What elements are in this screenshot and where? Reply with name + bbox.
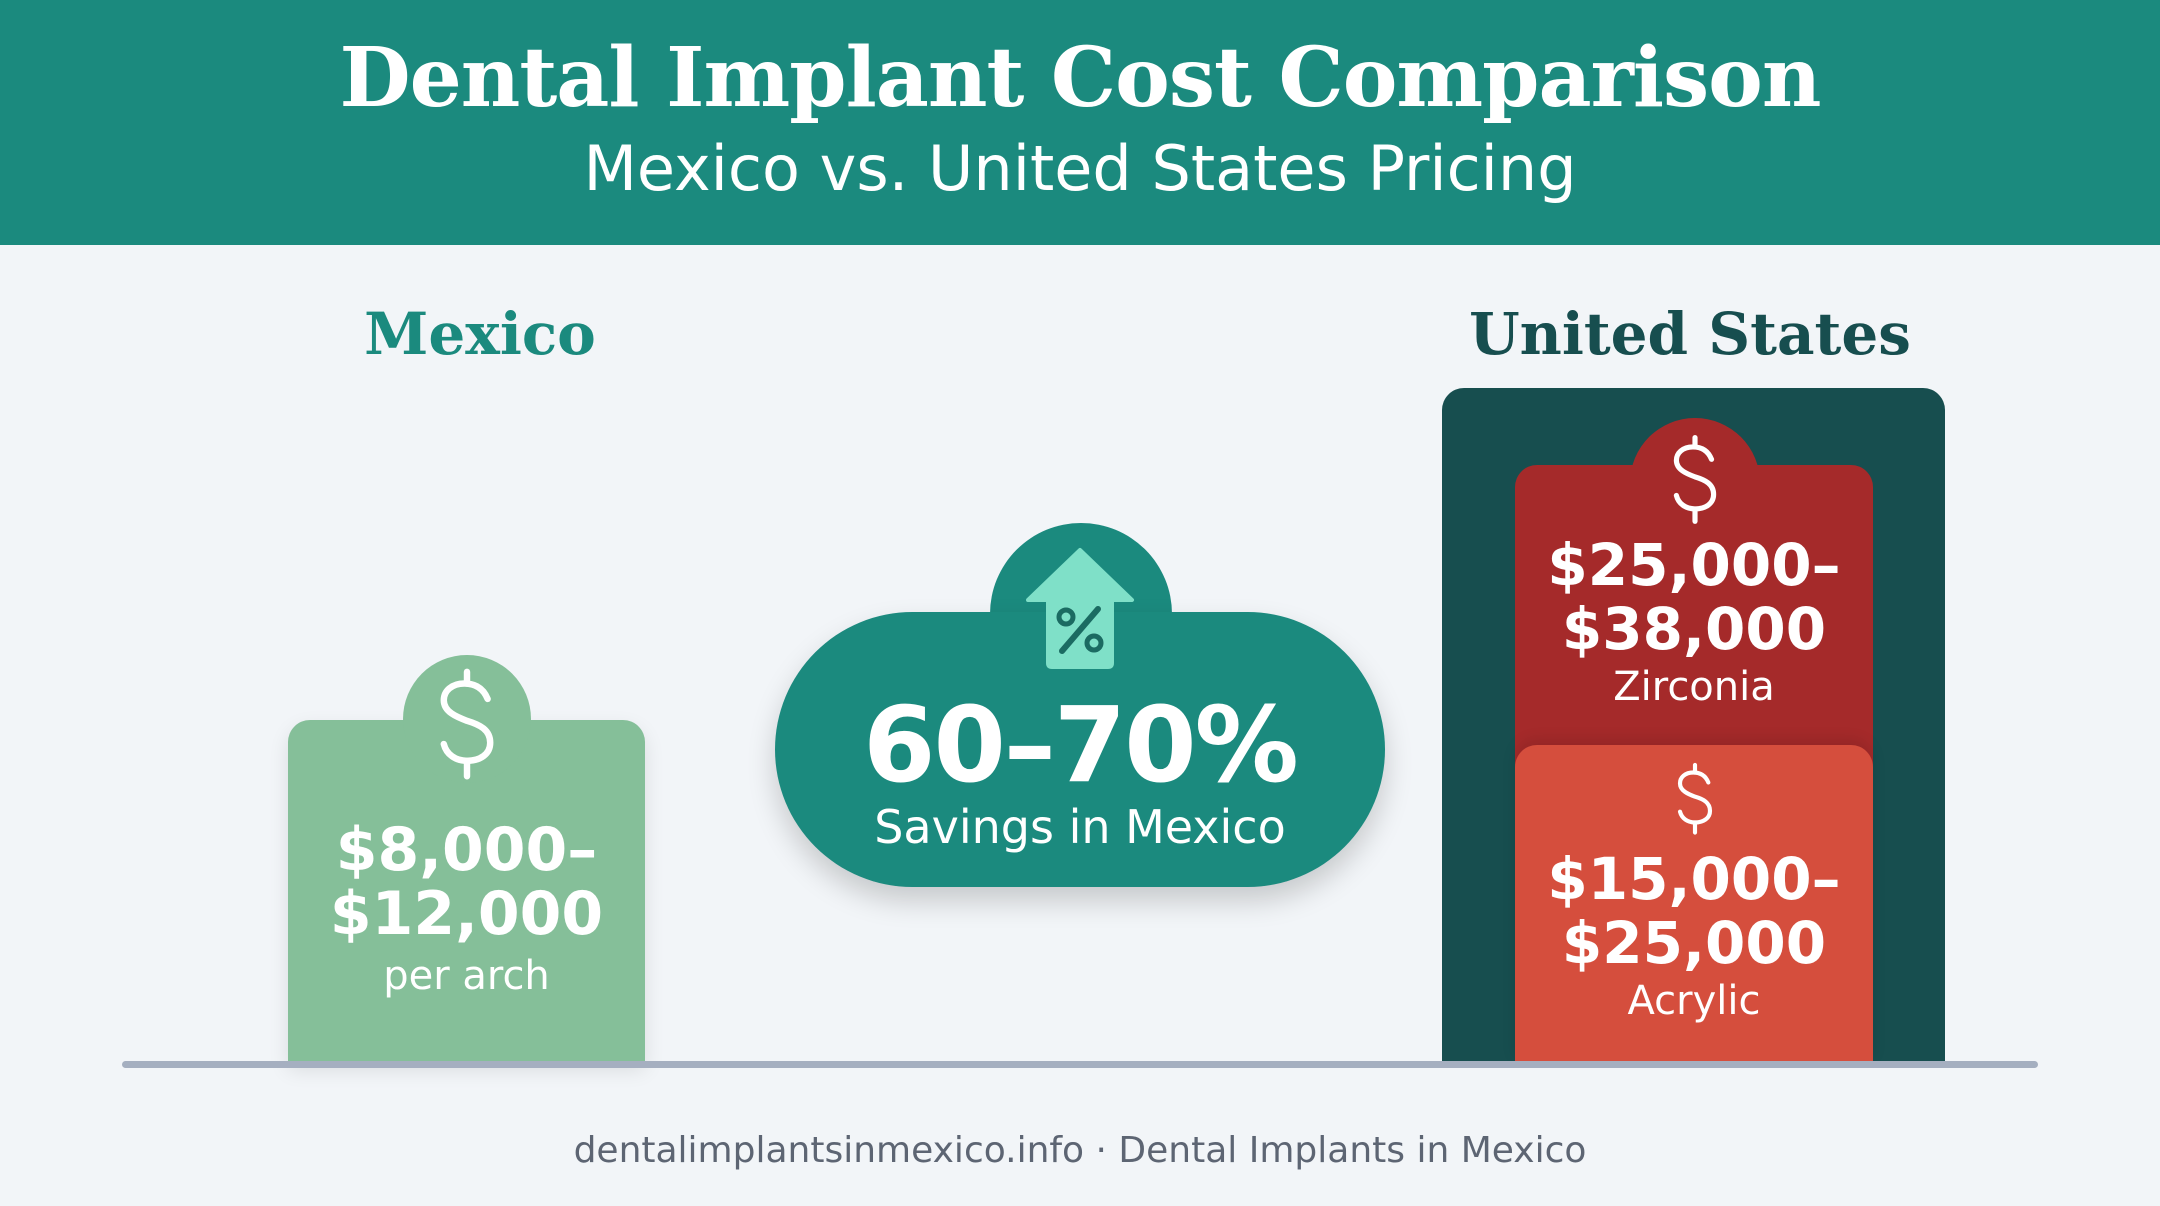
mexico-label: Mexico [364,300,596,368]
zirconia-price-line1: $25,000– [1547,531,1841,599]
header-banner: Dental Implant Cost Comparison Mexico vs… [0,0,2160,245]
mexico-price-line1: $8,000– [335,815,598,885]
dollar-icon [440,668,494,780]
united-states-label: United States [1469,300,1911,368]
page-title: Dental Implant Cost Comparison [339,30,1822,126]
footer-source: dentalimplantsinmexico.info · Dental Imp… [573,1130,1587,1171]
acrylic-label: Acrylic [1627,978,1761,1024]
mexico-price: $8,000– $12,000 [288,818,645,946]
page-subtitle: Mexico vs. United States Pricing [583,132,1577,205]
savings-value: 60–70% [863,684,1299,806]
savings-label: Savings in Mexico [874,800,1286,854]
acrylic-price-line1: $15,000– [1547,845,1841,913]
mexico-unit: per arch [383,953,550,999]
zirconia-label: Zirconia [1613,664,1775,710]
dollar-icon [1677,762,1713,835]
zirconia-price-line2: $38,000 [1561,595,1827,663]
acrylic-price: $15,000– $25,000 [1515,847,1873,975]
mexico-price-line2: $12,000 [329,879,604,949]
baseline-divider [122,1061,2038,1068]
zirconia-price: $25,000– $38,000 [1515,533,1873,661]
dollar-icon [1673,435,1717,524]
house-percent-icon [1026,548,1134,669]
acrylic-price-line2: $25,000 [1561,909,1827,977]
